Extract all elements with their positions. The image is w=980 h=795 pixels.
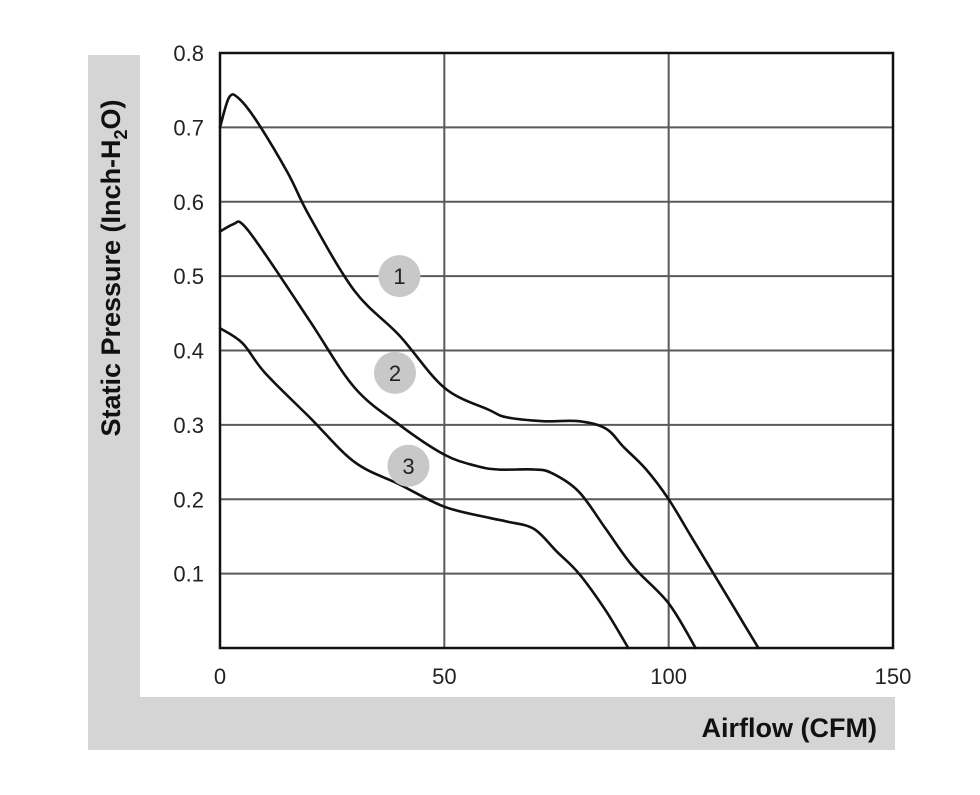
x-tick-label: 150 — [875, 664, 912, 689]
marker-circle — [378, 255, 421, 298]
marker-label: 2 — [389, 361, 401, 386]
marker-circle — [387, 444, 430, 487]
y-axis-title-main: Static Pressure (Inch-H — [96, 139, 126, 436]
y-axis-title-subscript: 2 — [111, 129, 131, 139]
series-markers: 1 2 3 — [373, 255, 430, 487]
y-tick-label: 0.3 — [173, 413, 204, 438]
left-frame-band — [88, 55, 140, 750]
gridlines — [220, 53, 893, 648]
y-tick-label: 0.8 — [173, 41, 204, 66]
x-tick-label: 50 — [432, 664, 456, 689]
marker-circle — [373, 351, 416, 394]
series-marker-3: 3 — [387, 444, 430, 487]
y-tick-label: 0.4 — [173, 339, 204, 364]
tick-labels: 0.1 0.2 0.3 0.4 0.5 0.6 0.7 0.8 0 50 100 150 — [173, 41, 911, 689]
series-group — [218, 93, 760, 650]
marker-label: 1 — [393, 264, 405, 289]
x-axis-title: Airflow (CFM) — [702, 713, 877, 743]
y-tick-label: 0.5 — [173, 264, 204, 289]
y-tick-label: 0.7 — [173, 115, 204, 140]
bottom-frame-band — [88, 697, 895, 750]
x-tick-label: 100 — [650, 664, 687, 689]
y-tick-label: 0.2 — [173, 487, 204, 512]
series-line-3 — [218, 326, 630, 650]
series-marker-2: 2 — [373, 351, 416, 394]
y-tick-label: 0.1 — [173, 562, 204, 587]
plot-border — [218, 51, 895, 650]
y-axis-title-tail: O) — [96, 99, 126, 129]
x-tick-label: 0 — [214, 664, 226, 689]
y-axis-title: Static Pressure (Inch-H2O) — [96, 99, 131, 436]
series-marker-1: 1 — [378, 255, 421, 298]
series-line-2 — [218, 220, 697, 650]
marker-label: 3 — [402, 454, 414, 479]
y-tick-label: 0.6 — [173, 190, 204, 215]
series-line-1 — [218, 93, 760, 650]
